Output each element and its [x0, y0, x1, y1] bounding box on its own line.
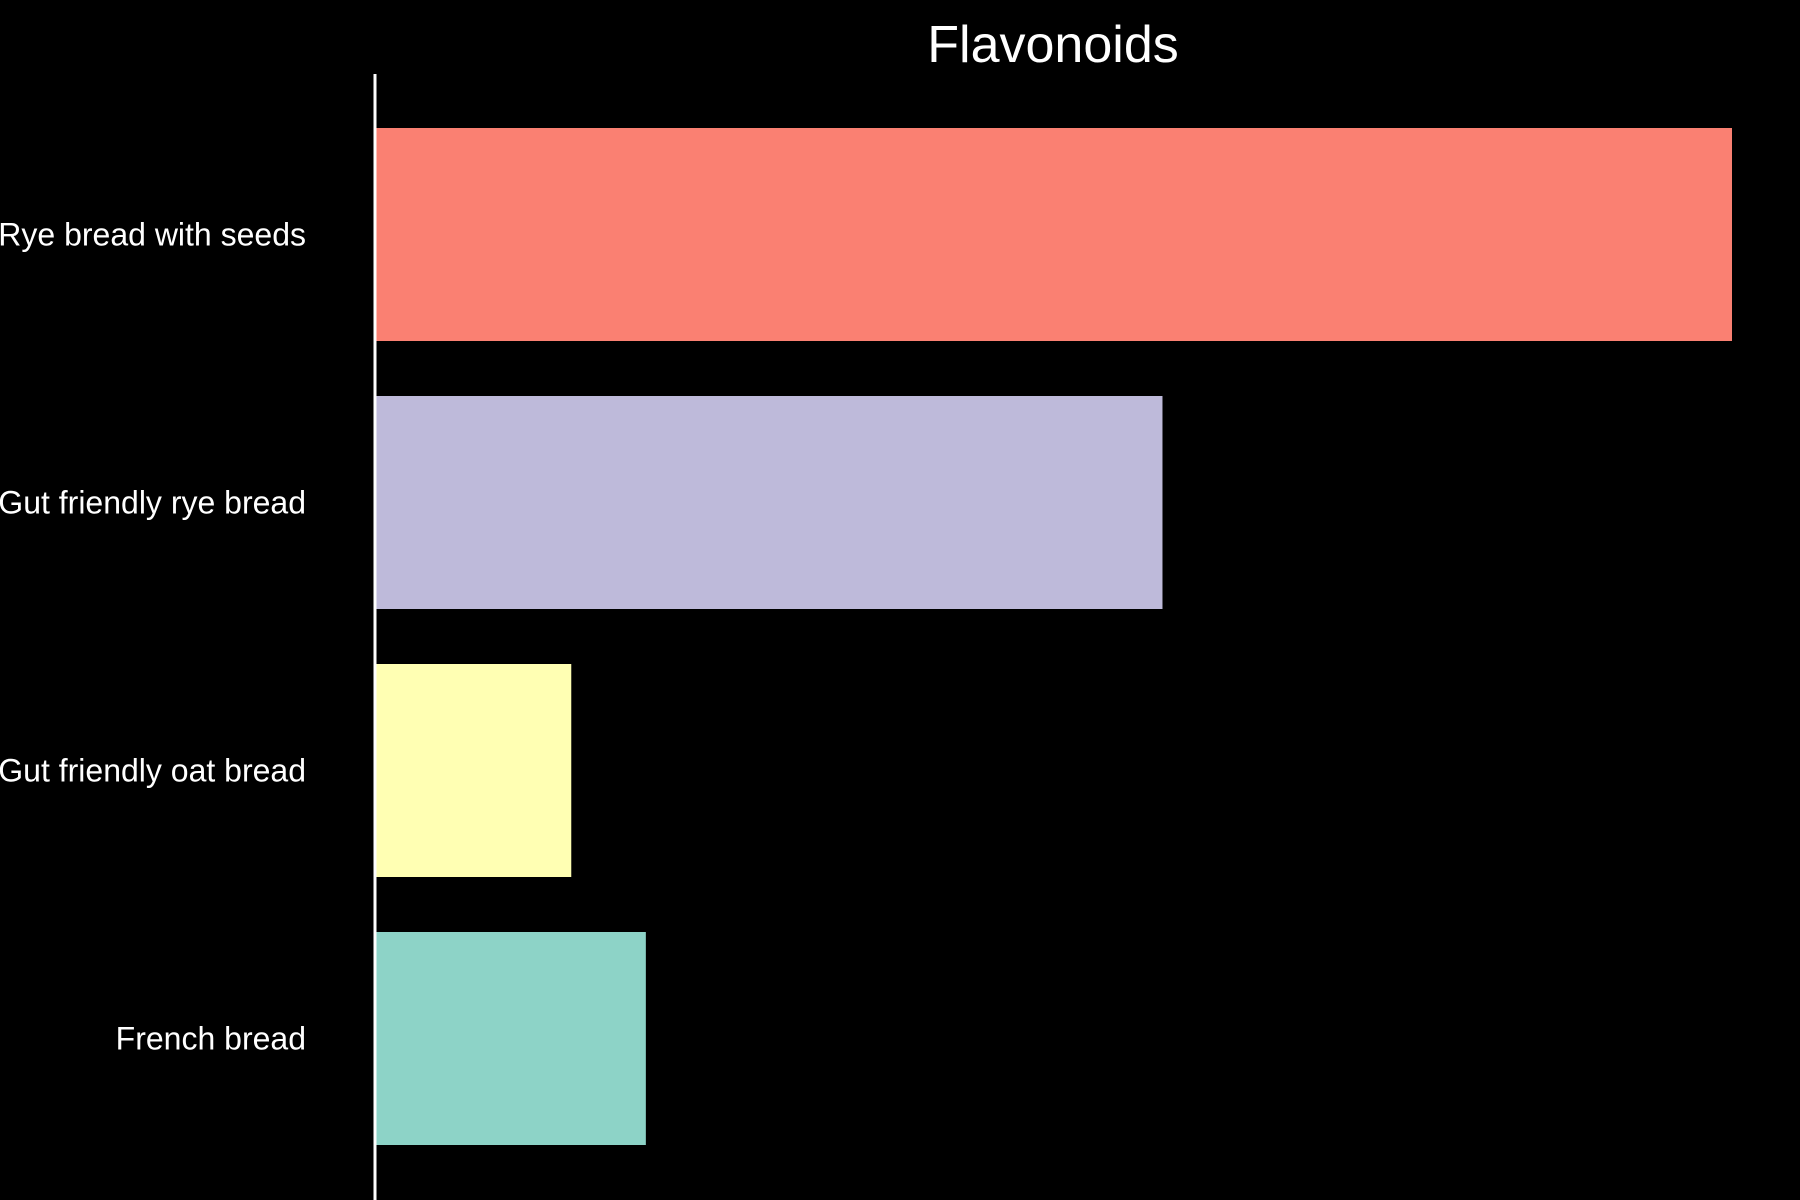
bars-group [376, 128, 1732, 1145]
bar-gut-friendly-oat-bread [376, 664, 572, 877]
category-label-rye-bread-with-seeds: Rye bread with seeds [0, 217, 306, 253]
category-label-gut-friendly-rye-bread: Gut friendly rye bread [0, 485, 306, 521]
bar-rye-bread-with-seeds [376, 128, 1732, 341]
category-labels-group: Rye bread with seeds Gut friendly rye bre… [0, 217, 306, 1057]
category-label-french-bread: French bread [116, 1021, 306, 1057]
category-label-gut-friendly-oat-bread: Gut friendly oat bread [0, 753, 306, 789]
chart-title: Flavonoids [927, 16, 1178, 74]
bar-gut-friendly-rye-bread [376, 396, 1163, 609]
bar-french-bread [376, 932, 646, 1145]
